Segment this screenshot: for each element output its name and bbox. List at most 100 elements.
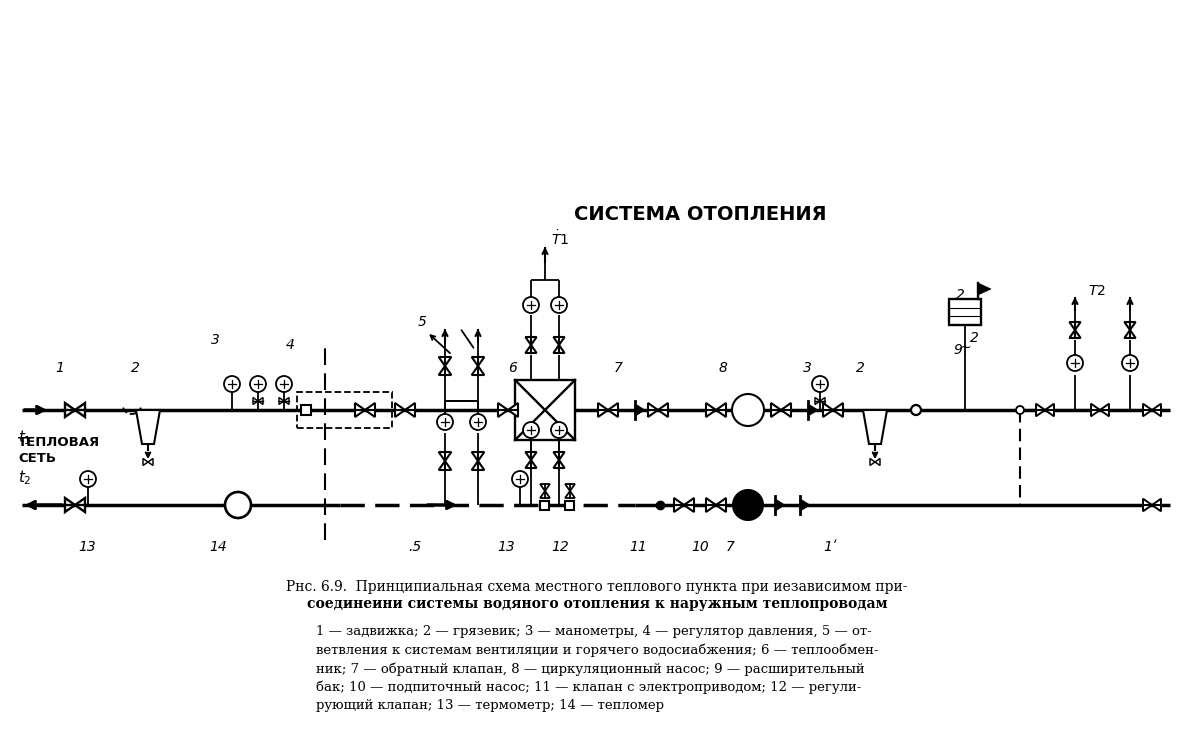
Bar xyxy=(298,392,392,428)
Text: 9: 9 xyxy=(954,343,962,357)
Polygon shape xyxy=(1036,404,1044,416)
Polygon shape xyxy=(553,452,564,460)
Polygon shape xyxy=(75,498,85,512)
Polygon shape xyxy=(526,452,537,460)
Polygon shape xyxy=(439,366,452,375)
Polygon shape xyxy=(439,357,452,366)
Circle shape xyxy=(733,394,764,426)
Circle shape xyxy=(733,490,762,520)
Text: $t_1$: $t_1$ xyxy=(18,428,32,447)
Text: 13: 13 xyxy=(78,540,96,554)
Polygon shape xyxy=(1142,499,1152,512)
Polygon shape xyxy=(355,403,364,417)
Polygon shape xyxy=(1070,330,1080,338)
Polygon shape xyxy=(553,345,564,353)
Polygon shape xyxy=(833,403,842,417)
Polygon shape xyxy=(405,403,415,417)
Bar xyxy=(515,380,575,440)
Polygon shape xyxy=(598,403,608,417)
Text: 2: 2 xyxy=(956,288,964,302)
Polygon shape xyxy=(472,366,484,375)
Polygon shape xyxy=(439,452,452,461)
Text: 7: 7 xyxy=(613,361,623,375)
Text: 3: 3 xyxy=(210,333,220,347)
Polygon shape xyxy=(508,403,517,417)
Polygon shape xyxy=(706,403,716,417)
Polygon shape xyxy=(1142,404,1152,416)
Polygon shape xyxy=(253,398,258,404)
Text: 6: 6 xyxy=(509,361,517,375)
Text: 1 — задвижка; 2 — грязевик; 3 — манометры, 4 — регулятор давления, 5 — от-
ветвл: 1 — задвижка; 2 — грязевик; 3 — манометр… xyxy=(315,625,878,712)
Text: $T2$: $T2$ xyxy=(1087,284,1105,298)
Polygon shape xyxy=(608,403,618,417)
Polygon shape xyxy=(1124,322,1135,330)
Polygon shape xyxy=(565,484,575,491)
Polygon shape xyxy=(143,458,148,466)
Text: 11: 11 xyxy=(629,540,646,554)
Polygon shape xyxy=(75,403,85,417)
Polygon shape xyxy=(820,398,825,404)
Text: .5: .5 xyxy=(409,540,422,554)
Circle shape xyxy=(523,422,539,438)
Text: 7: 7 xyxy=(725,540,735,554)
Polygon shape xyxy=(553,337,564,345)
Text: 12: 12 xyxy=(551,540,569,554)
Text: 4: 4 xyxy=(286,338,294,352)
Bar xyxy=(540,500,550,509)
Polygon shape xyxy=(706,498,716,512)
Polygon shape xyxy=(771,403,782,417)
Polygon shape xyxy=(278,398,284,404)
Circle shape xyxy=(511,471,528,487)
Circle shape xyxy=(437,414,453,430)
Polygon shape xyxy=(716,403,727,417)
Polygon shape xyxy=(148,458,153,466)
Polygon shape xyxy=(65,403,75,417)
Polygon shape xyxy=(1152,404,1162,416)
Polygon shape xyxy=(1044,404,1054,416)
Polygon shape xyxy=(815,398,820,404)
Polygon shape xyxy=(258,398,263,404)
Polygon shape xyxy=(540,484,550,491)
Bar xyxy=(949,299,981,325)
Polygon shape xyxy=(1101,404,1109,416)
Circle shape xyxy=(80,471,96,487)
Polygon shape xyxy=(526,345,537,353)
Polygon shape xyxy=(439,461,452,470)
Polygon shape xyxy=(1091,404,1101,416)
Polygon shape xyxy=(1124,330,1135,338)
Circle shape xyxy=(811,376,828,392)
Text: 2: 2 xyxy=(856,361,864,375)
Polygon shape xyxy=(65,498,75,512)
Text: соединеини системы водяного отопления к наружным теплопроводам: соединеини системы водяного отопления к … xyxy=(307,597,888,611)
Circle shape xyxy=(551,422,566,438)
Text: 1: 1 xyxy=(55,361,65,375)
Polygon shape xyxy=(498,403,508,417)
Text: 14: 14 xyxy=(209,540,227,554)
Text: СИСТЕМА ОТОПЛЕНИЯ: СИСТЕМА ОТОПЛЕНИЯ xyxy=(574,206,826,224)
Polygon shape xyxy=(1070,322,1080,330)
Polygon shape xyxy=(799,499,810,512)
Polygon shape xyxy=(396,403,405,417)
Polygon shape xyxy=(875,458,880,466)
Bar xyxy=(301,405,311,415)
Polygon shape xyxy=(284,398,289,404)
Text: ТЕПЛОВАЯ
СЕТЬ: ТЕПЛОВАЯ СЕТЬ xyxy=(18,436,100,464)
Polygon shape xyxy=(674,498,684,512)
Polygon shape xyxy=(684,498,694,512)
Text: 2: 2 xyxy=(970,331,979,345)
Polygon shape xyxy=(472,357,484,366)
Text: $\.{T}1$: $\.{T}1$ xyxy=(551,230,569,248)
Polygon shape xyxy=(364,403,375,417)
Circle shape xyxy=(223,376,240,392)
Polygon shape xyxy=(776,499,785,512)
Text: 1ʹ: 1ʹ xyxy=(823,540,836,554)
Circle shape xyxy=(1016,406,1024,414)
Text: 5: 5 xyxy=(417,315,427,329)
Bar xyxy=(565,500,575,509)
Circle shape xyxy=(551,297,566,313)
Text: ~: ~ xyxy=(960,341,972,355)
Polygon shape xyxy=(870,458,875,466)
Text: 10: 10 xyxy=(691,540,709,554)
Circle shape xyxy=(911,405,921,415)
Polygon shape xyxy=(648,403,658,417)
